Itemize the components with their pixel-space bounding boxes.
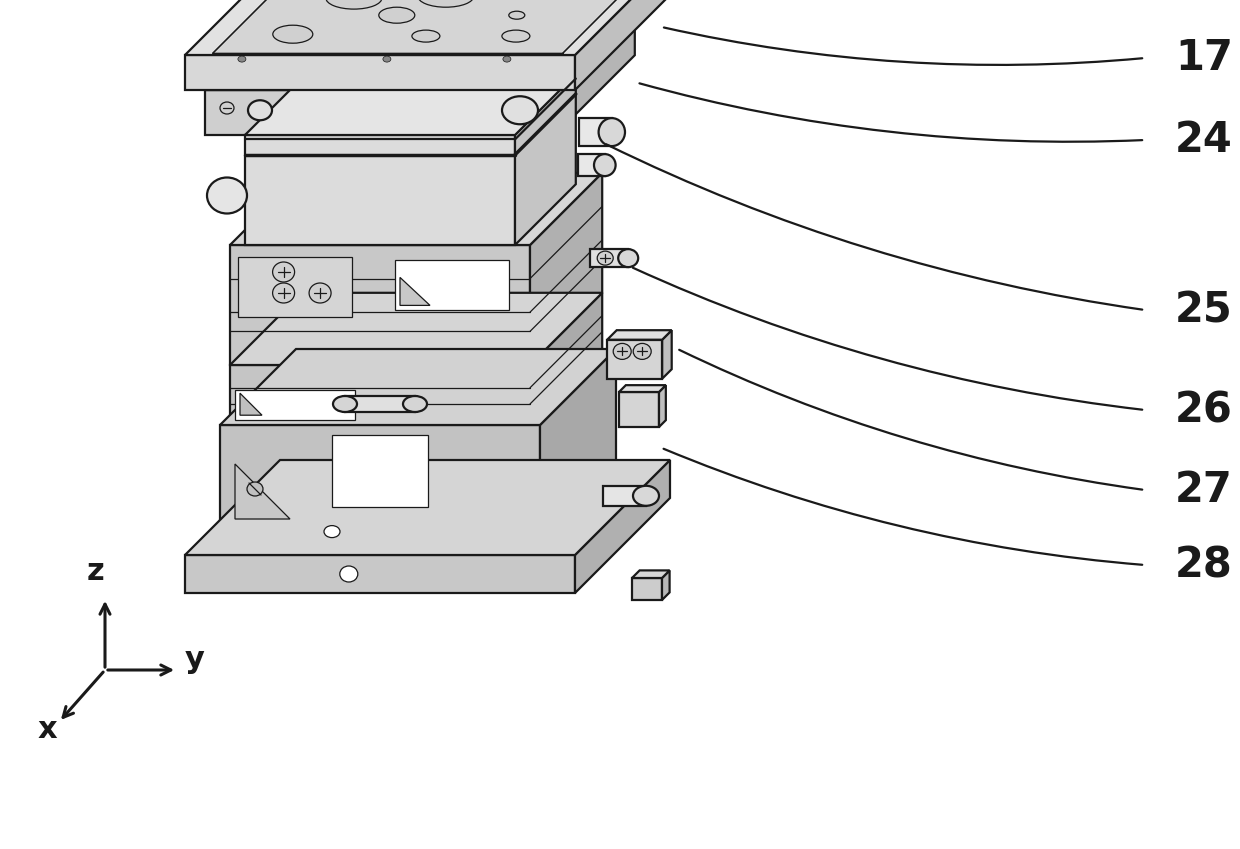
Text: 26: 26: [1176, 389, 1233, 431]
Polygon shape: [662, 571, 670, 600]
Polygon shape: [332, 435, 428, 507]
Polygon shape: [658, 385, 666, 427]
Polygon shape: [396, 260, 508, 311]
Polygon shape: [246, 74, 575, 135]
Ellipse shape: [502, 96, 538, 124]
Polygon shape: [590, 249, 629, 267]
Polygon shape: [229, 365, 529, 425]
Polygon shape: [619, 392, 658, 427]
Ellipse shape: [273, 262, 295, 282]
Polygon shape: [608, 330, 672, 340]
Polygon shape: [515, 74, 575, 245]
Polygon shape: [578, 155, 605, 176]
Polygon shape: [619, 385, 666, 392]
Ellipse shape: [403, 396, 427, 412]
Polygon shape: [236, 464, 290, 519]
Ellipse shape: [632, 486, 658, 506]
Polygon shape: [401, 278, 430, 306]
Text: z: z: [86, 557, 104, 586]
Polygon shape: [246, 135, 515, 245]
Polygon shape: [185, 555, 575, 593]
Polygon shape: [662, 330, 672, 379]
Polygon shape: [229, 245, 529, 365]
Ellipse shape: [207, 177, 247, 213]
Polygon shape: [205, 10, 635, 90]
Polygon shape: [608, 340, 662, 379]
Ellipse shape: [418, 0, 474, 7]
Ellipse shape: [238, 56, 246, 62]
Ellipse shape: [598, 251, 614, 265]
Ellipse shape: [247, 482, 263, 496]
Polygon shape: [241, 393, 262, 415]
Ellipse shape: [634, 343, 651, 359]
Polygon shape: [185, 55, 575, 90]
Polygon shape: [539, 349, 616, 555]
Ellipse shape: [503, 56, 511, 62]
Polygon shape: [345, 396, 415, 412]
Ellipse shape: [340, 566, 358, 582]
Ellipse shape: [599, 118, 625, 146]
Text: 27: 27: [1176, 469, 1233, 511]
Ellipse shape: [219, 102, 234, 114]
Polygon shape: [219, 349, 616, 425]
Polygon shape: [212, 0, 639, 53]
Polygon shape: [556, 10, 635, 135]
Text: y: y: [185, 645, 205, 674]
Ellipse shape: [309, 283, 331, 303]
Ellipse shape: [594, 155, 615, 176]
Text: 28: 28: [1176, 544, 1233, 586]
Text: x: x: [37, 715, 57, 744]
Polygon shape: [236, 391, 355, 420]
Polygon shape: [579, 118, 611, 146]
Ellipse shape: [273, 283, 295, 303]
Polygon shape: [238, 257, 352, 317]
Ellipse shape: [248, 100, 272, 121]
Ellipse shape: [383, 56, 391, 62]
Polygon shape: [632, 571, 670, 578]
Polygon shape: [575, 460, 670, 593]
Ellipse shape: [508, 11, 525, 20]
Ellipse shape: [614, 343, 631, 359]
Ellipse shape: [326, 0, 382, 9]
Polygon shape: [529, 293, 603, 425]
Polygon shape: [219, 425, 539, 555]
Polygon shape: [185, 460, 670, 555]
Text: 24: 24: [1176, 119, 1233, 161]
Ellipse shape: [273, 25, 312, 43]
Polygon shape: [229, 173, 603, 245]
Ellipse shape: [334, 396, 357, 412]
Polygon shape: [229, 293, 603, 365]
Polygon shape: [632, 578, 662, 600]
Text: 17: 17: [1176, 37, 1233, 79]
Ellipse shape: [324, 526, 340, 537]
Polygon shape: [529, 173, 603, 365]
Polygon shape: [603, 486, 646, 506]
Polygon shape: [205, 90, 556, 135]
Ellipse shape: [502, 30, 529, 42]
Polygon shape: [575, 0, 666, 90]
Ellipse shape: [619, 249, 639, 267]
Text: 25: 25: [1176, 289, 1233, 331]
Polygon shape: [185, 0, 666, 55]
Ellipse shape: [378, 7, 415, 23]
Ellipse shape: [412, 30, 440, 42]
